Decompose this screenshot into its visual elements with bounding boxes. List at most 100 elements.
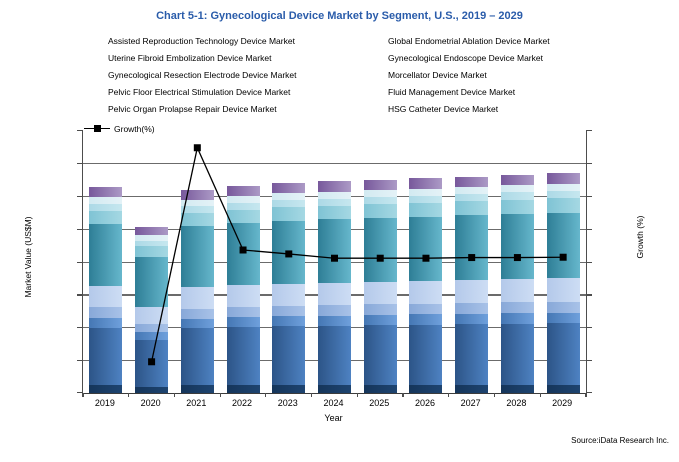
bar-segment: [226, 202, 260, 210]
bar-segment: [455, 215, 489, 281]
source-attribution: Source:iData Research Inc.: [571, 436, 669, 445]
right-axis-tick: [587, 327, 592, 329]
bar-segment: [226, 185, 260, 196]
bar-segment: [318, 384, 351, 393]
bar-segment: [318, 191, 351, 199]
bar-segment: [89, 187, 123, 198]
bar-segment: [180, 226, 214, 288]
bar-segment: [409, 303, 443, 315]
bar-segment: [180, 213, 214, 227]
bar-segment: [135, 324, 169, 333]
legend-item-right-4: HSG Catheter Device Market: [388, 104, 499, 114]
legend-column-right: Global Endometrial Ablation Device Marke…: [388, 33, 550, 118]
bar-segment: [455, 280, 489, 304]
bar-segment: [455, 313, 489, 325]
plot-area: [77, 130, 592, 397]
bar-segment: [409, 202, 443, 217]
legend-item-left-0: Assisted Reproduction Technology Device …: [108, 36, 295, 46]
right-axis-tick: [587, 162, 592, 165]
bar-segment: [500, 323, 534, 385]
bar-segment: [409, 178, 443, 189]
bar-segment: [455, 176, 489, 188]
x-axis-tick: [448, 393, 450, 397]
bar-segment: [318, 219, 351, 283]
growth-marker-sample-icon: [94, 124, 101, 132]
left-axis-tick: [77, 392, 82, 394]
x-axis-tick: [128, 393, 130, 397]
left-axis-tick: [77, 162, 82, 165]
bar-segment: [455, 324, 489, 385]
bar-segment: [180, 328, 214, 386]
bar-segment: [318, 205, 351, 220]
bar-segment: [180, 206, 214, 214]
stacked-bar-2024: [318, 181, 351, 393]
bar-segment: [546, 312, 580, 324]
bar-segment: [363, 218, 397, 283]
bar-segment: [226, 285, 260, 307]
stacked-bar-2021: [180, 189, 214, 393]
x-category-label-2022: 2022: [232, 398, 253, 408]
left-axis-tick: [77, 195, 82, 197]
bar-segment: [500, 279, 534, 303]
x-axis-tick: [539, 393, 541, 397]
bar-segment: [500, 313, 534, 324]
bar-segment: [546, 384, 580, 393]
legend-item-growth: Growth(%): [84, 120, 155, 137]
right-axis-tick: [587, 360, 592, 362]
bar-segment: [135, 332, 169, 341]
bar-segment: [226, 306, 260, 318]
bar-segment: [226, 327, 260, 386]
left-axis-tick: [77, 130, 82, 132]
bar-segment: [318, 181, 351, 192]
bar-segment: [546, 190, 580, 199]
x-category-label-2021: 2021: [186, 398, 207, 408]
bar-segment: [500, 302, 534, 314]
stacked-bar-2026: [409, 178, 443, 393]
legend-growth-label: Growth(%): [114, 123, 155, 134]
bar-segment: [500, 199, 534, 214]
bar-segment: [455, 201, 489, 216]
bar-segment: [89, 307, 123, 318]
bar-segment: [89, 285, 123, 308]
x-category-label-2026: 2026: [414, 398, 435, 408]
x-axis-title: Year: [324, 413, 343, 423]
stacked-bar-2020: [135, 227, 169, 393]
bar-segment: [363, 304, 397, 316]
bar-segment: [135, 386, 169, 393]
x-category-label-2020: 2020: [140, 398, 161, 408]
stacked-bar-2028: [500, 174, 534, 393]
bar-segment: [272, 283, 306, 306]
bar-segment: [180, 385, 214, 393]
bar-segment: [272, 207, 306, 221]
x-axis-tick: [402, 393, 404, 397]
bar-segment: [89, 210, 123, 225]
bar-segment: [409, 281, 443, 304]
left-axis-tick: [77, 261, 82, 263]
bar-segment: [500, 185, 534, 193]
bar-segment: [500, 174, 534, 186]
bar-segment: [226, 195, 260, 203]
bar-segment: [180, 189, 214, 200]
bar-segment: [546, 278, 580, 302]
bar-segment: [89, 317, 123, 328]
stacked-bar-2025: [363, 180, 397, 393]
bar-segment: [363, 325, 397, 385]
bar-segment: [455, 303, 489, 314]
bar-segment: [89, 203, 123, 211]
bar-segment: [409, 216, 443, 282]
bar-segment: [89, 224, 123, 286]
legend-item-left-3: Pelvic Floor Electrical Stimulation Devi…: [108, 87, 291, 97]
bar-segment: [180, 199, 214, 207]
x-axis-tick: [173, 393, 176, 397]
x-axis-tick: [356, 393, 358, 397]
bar-segment: [272, 183, 306, 194]
x-axis-tick: [311, 393, 313, 397]
bar-segment: [272, 305, 306, 317]
legend-item-left-1: Uterine Fibroid Embolization Device Mark…: [108, 53, 272, 63]
y-axis-label-left: Market Value (US$M): [23, 216, 33, 298]
right-axis-tick: [587, 261, 592, 263]
x-axis-tick: [219, 393, 221, 397]
growth-marker-2021: [193, 144, 201, 152]
bar-segment: [546, 323, 580, 385]
